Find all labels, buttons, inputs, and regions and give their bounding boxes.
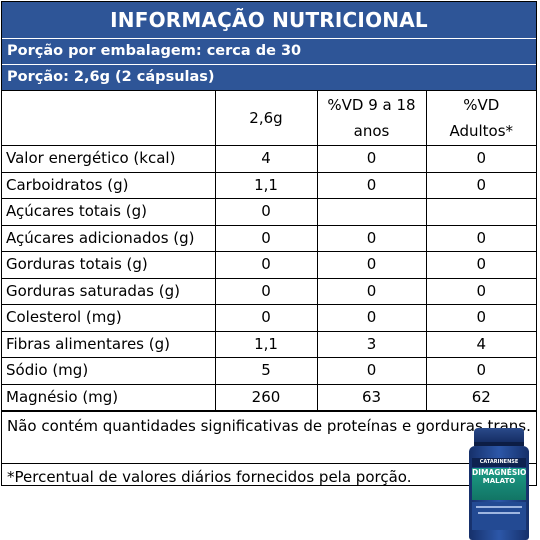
nutrient-vd-9-18: 0 (316, 304, 427, 332)
nutrition-header: INFORMAÇÃO NUTRICIONAL Porção por embala… (2, 2, 536, 91)
nutrient-name: Carboidratos (g) (2, 171, 216, 199)
nutrient-vd-adults (425, 198, 536, 226)
table-row: Sódio (mg) 5 0 0 (2, 357, 536, 385)
nutrient-amount: 0 (214, 224, 318, 252)
nutrient-vd-9-18 (316, 198, 427, 226)
nutrient-amount: 0 (214, 251, 318, 279)
nutrient-vd-adults: 62 (425, 383, 536, 411)
column-header-amount: 2,6g (214, 91, 318, 146)
nutrient-name: Gorduras totais (g) (2, 251, 216, 279)
table-row: Gorduras saturadas (g) 0 0 0 (2, 277, 536, 305)
column-header-vd-9-18: %VD 9 a 18 anos (316, 91, 427, 146)
nutrient-amount: 0 (214, 304, 318, 332)
column-header-vd-adults-line1: %VD (463, 96, 500, 114)
nutrient-vd-adults: 0 (425, 357, 536, 385)
nutrient-amount: 1,1 (214, 171, 318, 199)
nutrient-vd-9-18: 0 (316, 357, 427, 385)
product-name-line2: MALATO (482, 477, 516, 485)
nutrient-vd-9-18: 0 (316, 224, 427, 252)
nutrition-facts-panel: INFORMAÇÃO NUTRICIONAL Porção por embala… (1, 1, 537, 486)
nutrient-vd-9-18: 63 (316, 383, 427, 411)
servings-per-package: Porção por embalagem: cerca de 30 (2, 38, 536, 64)
nutrient-vd-9-18: 0 (316, 171, 427, 199)
nutrient-name: Magnésio (mg) (2, 383, 216, 411)
nutrient-amount: 0 (214, 198, 318, 226)
nutrient-vd-9-18: 0 (316, 277, 427, 305)
nutrient-name: Açúcares adicionados (g) (2, 224, 216, 252)
serving-size: Porção: 2,6g (2 cápsulas) (2, 64, 536, 90)
table-row: Fibras alimentares (g) 1,1 3 4 (2, 330, 536, 358)
nutrient-vd-adults: 0 (425, 145, 536, 173)
nutrient-amount: 4 (214, 145, 318, 173)
table-row: Açúcares adicionados (g) 0 0 0 (2, 224, 536, 252)
nutrient-vd-adults: 0 (425, 171, 536, 199)
nutrient-vd-adults: 0 (425, 224, 536, 252)
nutrient-vd-adults: 0 (425, 304, 536, 332)
nutrient-vd-9-18: 0 (316, 251, 427, 279)
table-row: Açúcares totais (g) 0 (2, 198, 536, 226)
column-header-nutrient (2, 91, 216, 146)
nutrient-vd-9-18: 0 (316, 145, 427, 173)
nutrient-name: Açúcares totais (g) (2, 198, 216, 226)
product-brand: CATARINENSE (472, 458, 526, 467)
nutrient-name: Sódio (mg) (2, 357, 216, 385)
column-header-vd-9-18-line2: anos (353, 122, 390, 140)
table-header-row: 2,6g %VD 9 a 18 anos %VD Adultos* (2, 91, 536, 146)
nutrient-amount: 260 (214, 383, 318, 411)
nutrition-table: 2,6g %VD 9 a 18 anos %VD Adultos* Valor en… (2, 91, 536, 411)
table-row: Carboidratos (g) 1,1 0 0 (2, 171, 536, 199)
nutrient-vd-adults: 4 (425, 330, 536, 358)
column-header-vd-adults: %VD Adultos* (425, 91, 536, 146)
nutrient-name: Gorduras saturadas (g) (2, 277, 216, 305)
column-header-vd-9-18-line1: %VD 9 a 18 (327, 96, 416, 114)
column-header-amount-text: 2,6g (249, 109, 283, 127)
product-label: DIMAGNÉSIO MALATO (472, 468, 526, 500)
nutrient-amount: 5 (214, 357, 318, 385)
column-header-vd-adults-line2: Adultos* (449, 122, 514, 140)
nutrient-amount: 1,1 (214, 330, 318, 358)
nutrient-vd-9-18: 3 (316, 330, 427, 358)
nutrient-name: Fibras alimentares (g) (2, 330, 216, 358)
bottle-cap (474, 428, 524, 446)
product-label-lower (472, 502, 526, 530)
table-row: Valor energético (kcal) 4 0 0 (2, 145, 536, 173)
footnote-insignificant: Não contém quantidades significativas de… (2, 411, 536, 463)
product-bottle-image: CATARINENSE DIMAGNÉSIO MALATO (469, 428, 529, 540)
nutrition-title: INFORMAÇÃO NUTRICIONAL (110, 8, 428, 32)
table-row: Magnésio (mg) 260 63 62 (2, 383, 536, 411)
nutrient-name: Colesterol (mg) (2, 304, 216, 332)
footnote-percent-daily: *Percentual de valores diários fornecido… (2, 463, 536, 494)
table-row: Colesterol (mg) 0 0 0 (2, 304, 536, 332)
table-row: Gorduras totais (g) 0 0 0 (2, 251, 536, 279)
nutrient-amount: 0 (214, 277, 318, 305)
nutrient-vd-adults: 0 (425, 277, 536, 305)
product-name-line1: DIMAGNÉSIO (472, 468, 527, 477)
nutrient-name: Valor energético (kcal) (2, 145, 216, 173)
nutrient-vd-adults: 0 (425, 251, 536, 279)
